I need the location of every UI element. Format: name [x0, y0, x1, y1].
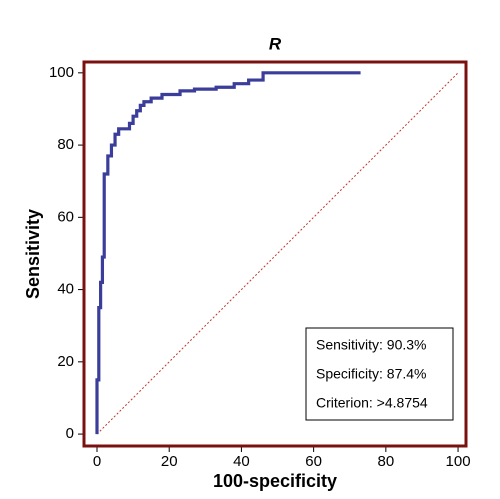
x-tick-label: 20	[161, 453, 178, 470]
annotation: Sensitivity: 90.3%	[316, 337, 427, 353]
plot-frame	[82, 60, 468, 448]
chart-title: R	[269, 34, 282, 53]
annotation: Criterion: >4.8754	[316, 395, 428, 411]
y-tick-label: 100	[49, 64, 74, 81]
x-tick-label: 100	[446, 453, 471, 470]
y-tick-label: 40	[57, 281, 74, 298]
x-tick-label: 60	[305, 453, 322, 470]
y-tick-label: 60	[57, 208, 74, 225]
y-tick-label: 20	[57, 353, 74, 370]
reference-line	[96, 72, 459, 435]
x-axis-label: 100-specificity	[213, 471, 337, 491]
x-tick-label: 0	[93, 453, 101, 470]
annotation-box	[305, 327, 454, 421]
x-tick-label: 40	[233, 453, 250, 470]
roc-curve	[95, 71, 361, 435]
annotation: Specificity: 87.4%	[316, 366, 427, 382]
x-tick-label: 80	[378, 453, 395, 470]
y-tick-label: 80	[57, 136, 74, 153]
y-axis-label: Sensitivity	[23, 209, 43, 299]
y-tick-label: 0	[66, 425, 74, 442]
